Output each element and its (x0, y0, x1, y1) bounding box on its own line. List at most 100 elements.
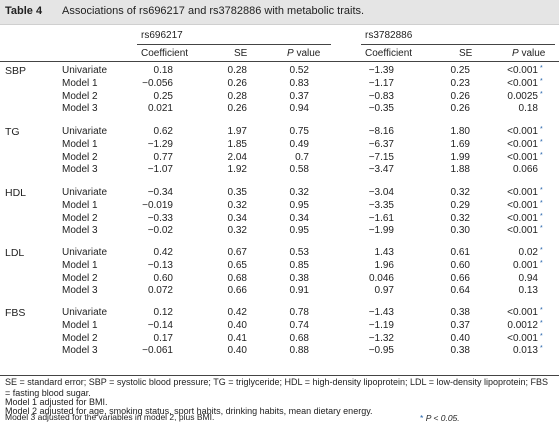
table-cell-p1: 0.83 (289, 77, 309, 89)
table-cell-c1: −0.056 (142, 77, 173, 89)
table-cell-s2: 0.64 (450, 285, 470, 297)
group-label-tg: TG (5, 126, 20, 138)
table-cell-s2: 1.88 (450, 164, 470, 176)
table-cell-p2: 0.18 (518, 103, 538, 115)
table-cell-p2: 0.066 (512, 164, 538, 176)
table-cell-s1: 0.68 (227, 272, 247, 284)
table-cell-s1: 0.32 (227, 199, 247, 211)
table-cell-p1: 0.53 (289, 247, 309, 258)
table-cell-c1: 0.77 (153, 151, 173, 163)
table-cell-c1: 0.12 (153, 307, 173, 318)
group-label-sbp: SBP (5, 65, 27, 77)
footnote-model1: Model 1 adjusted for BMI. (5, 397, 108, 407)
significance-marker: * (540, 332, 543, 340)
table-cell-model: Model 3 (62, 345, 98, 357)
table-cell-p2: <0.001 (507, 151, 538, 163)
table-cell-p2: <0.001 (507, 332, 538, 344)
table-cell-p1: 0.32 (289, 187, 309, 198)
table-cell-c2: −1.17 (368, 77, 394, 89)
table-cell-s2: 1.80 (450, 126, 470, 137)
group-label-fbs: FBS (5, 307, 26, 319)
table-cell-s1: 1.92 (227, 164, 247, 176)
se-header-2: SE (459, 48, 473, 59)
significance-marker: * (540, 199, 543, 207)
table-cell-model: Univariate (62, 65, 108, 76)
table-cell-c2: 0.046 (368, 272, 394, 284)
table-cell-s1: 0.40 (227, 345, 247, 357)
significance-marker: * (540, 65, 543, 72)
table-cell-p1: 0.91 (289, 285, 309, 297)
header-rule (0, 61, 559, 62)
footnote-significance: * P < 0.05. (420, 413, 460, 423)
table-cell-c2: −0.95 (368, 345, 394, 357)
coef-header-2: Coefficient (365, 48, 413, 59)
table-cell-p2: <0.001 (507, 138, 538, 150)
table-cell-p2: 0.94 (518, 272, 538, 284)
significance-marker: * (540, 212, 543, 220)
table-cell-c2: −1.99 (368, 225, 394, 237)
table-cell-c1: 0.60 (153, 272, 173, 284)
table-cell-s2: 0.38 (450, 345, 470, 357)
table-cell-s2: 0.26 (450, 103, 470, 115)
table-cell-p2: 0.013 (512, 345, 538, 357)
table-cell-model: Univariate (62, 187, 108, 198)
table-cell-c2: −3.35 (368, 199, 394, 211)
table-cell-c2: −8.16 (368, 126, 394, 137)
snp1-header: rs696217 (141, 30, 183, 41)
table-cell-p1: 0.75 (289, 126, 309, 137)
table-cell-p2: <0.001 (507, 65, 538, 76)
table-cell-s2: 1.99 (450, 151, 470, 163)
significance-marker: * (540, 187, 543, 194)
table-cell-p1: 0.52 (289, 65, 309, 76)
table-cell-c1: 0.25 (153, 90, 173, 102)
table-cell-model: Model 3 (62, 164, 98, 176)
table-cell-model: Model 3 (62, 103, 98, 115)
footnote-model2: Model 2 adjusted for age, smoking status… (5, 406, 373, 416)
table-cell-s1: 0.32 (227, 225, 247, 237)
significance-marker: * (540, 126, 543, 133)
significance-marker: * (540, 259, 543, 267)
table-cell-model: Model 1 (62, 319, 98, 331)
table-cell-s2: 0.37 (450, 319, 470, 331)
table-cell-p2: <0.001 (507, 307, 538, 318)
table-cell-p1: 0.95 (289, 199, 309, 211)
table-cell-s2: 0.60 (450, 259, 470, 271)
table-cell-s1: 0.65 (227, 259, 247, 271)
table-cell-s1: 0.34 (227, 212, 247, 224)
significance-marker: * (540, 345, 543, 353)
table-cell-c1: −0.13 (147, 259, 173, 271)
table-cell-model: Model 1 (62, 259, 98, 271)
table-cell-s2: 0.29 (450, 199, 470, 211)
significance-marker: * (540, 151, 543, 159)
table-cell-model: Model 3 (62, 225, 98, 237)
significance-marker: * (540, 138, 543, 146)
table-cell-c1: −0.34 (147, 187, 173, 198)
table-cell-s1: 2.04 (227, 151, 247, 163)
table-cell-c1: −0.02 (147, 225, 173, 237)
significance-marker: * (540, 307, 543, 314)
table-cell-model: Univariate (62, 126, 108, 137)
table-cell-model: Model 2 (62, 332, 98, 344)
snp2-rule (361, 44, 555, 45)
table-cell-s2: 0.38 (450, 307, 470, 318)
table-cell-c2: −1.19 (368, 319, 394, 331)
table-cell-c2: 1.43 (374, 247, 394, 258)
table-cell-model: Univariate (62, 247, 108, 258)
table-cell-c2: −3.04 (368, 187, 394, 198)
se-header-1: SE (234, 48, 248, 59)
table-cell-p2: <0.001 (507, 199, 538, 211)
table-cell-c2: −7.15 (368, 151, 394, 163)
table-cell-c1: −0.33 (147, 212, 173, 224)
table-cell-p1: 0.94 (289, 103, 309, 115)
table-cell-c1: −0.061 (142, 345, 173, 357)
table-cell-s1: 0.41 (227, 332, 247, 344)
snp1-rule (137, 44, 331, 45)
significance-marker: * (540, 319, 543, 327)
table-cell-s2: 0.26 (450, 90, 470, 102)
table-cell-s1: 0.67 (227, 247, 247, 258)
table-cell-s2: 0.23 (450, 77, 470, 89)
table-cell-c2: −0.83 (368, 90, 394, 102)
table-cell-c1: 0.62 (153, 126, 173, 137)
table-cell-model: Model 2 (62, 272, 98, 284)
table-cell-c1: 0.021 (147, 103, 173, 115)
